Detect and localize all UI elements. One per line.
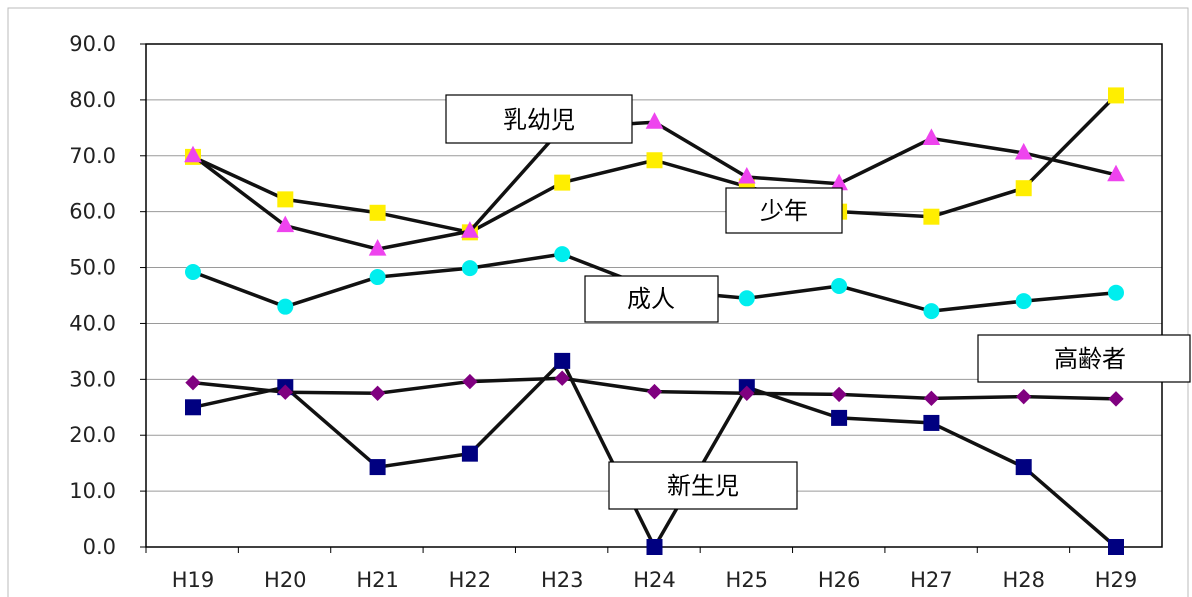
data-point xyxy=(1108,284,1124,301)
data-point xyxy=(1015,293,1032,310)
data-point xyxy=(369,204,386,221)
data-point xyxy=(831,277,848,294)
label-seijin-text: 成人 xyxy=(627,285,675,313)
data-point xyxy=(1015,459,1032,476)
data-point xyxy=(1015,180,1032,197)
x-axis: H19 H20 H21 H22 H23 H24 H25 H26 H27 H28 H29 xyxy=(145,547,1138,592)
x-tick-label: H26 xyxy=(818,568,861,592)
data-point xyxy=(922,128,941,145)
data-point xyxy=(646,539,663,555)
data-point xyxy=(277,191,294,208)
data-point xyxy=(554,174,571,191)
series-4 xyxy=(185,370,1124,407)
y-tick-label: 10.0 xyxy=(69,479,116,503)
data-point xyxy=(739,385,755,402)
x-tick-label: H23 xyxy=(541,568,584,592)
label-shonen: 少年 xyxy=(725,187,843,234)
data-point xyxy=(737,166,756,184)
x-tick-label: H29 xyxy=(1095,568,1138,592)
data-point xyxy=(831,409,848,426)
data-point xyxy=(831,386,847,403)
data-point xyxy=(185,264,201,281)
y-tick-label: 20.0 xyxy=(69,423,116,447)
data-point xyxy=(1014,142,1033,160)
label-seijin: 成人 xyxy=(584,275,719,323)
data-point xyxy=(554,370,570,386)
data-point xyxy=(184,145,202,163)
label-shinseiji-text: 新生児 xyxy=(667,472,739,500)
data-point xyxy=(369,269,386,286)
data-point xyxy=(646,383,663,400)
y-tick-label: 60.0 xyxy=(69,200,116,224)
data-point xyxy=(185,399,201,416)
y-tick-label: 70.0 xyxy=(69,144,116,168)
data-point xyxy=(1015,388,1032,405)
data-point xyxy=(923,390,940,407)
series-1 xyxy=(184,112,1125,256)
data-point xyxy=(923,414,940,431)
x-tick-label: H22 xyxy=(449,568,492,592)
y-tick-label: 30.0 xyxy=(69,367,116,391)
data-point xyxy=(1108,539,1124,555)
data-point xyxy=(554,246,571,263)
y-tick-label: 40.0 xyxy=(69,311,116,335)
data-point xyxy=(554,352,571,369)
label-koreisha: 高齢者 xyxy=(977,334,1191,383)
data-point xyxy=(185,374,201,391)
data-point xyxy=(1108,87,1124,104)
data-point xyxy=(461,260,478,277)
data-point xyxy=(277,298,294,315)
y-tick-label: 90.0 xyxy=(69,32,116,56)
label-nyuyoji: 乳幼児 xyxy=(445,94,633,144)
data-point xyxy=(276,215,295,233)
x-tick-label: H24 xyxy=(633,568,676,592)
y-axis: 0.0 10.0 20.0 30.0 40.0 50.0 60.0 70.0 80.0 90.0 xyxy=(69,32,146,559)
data-point xyxy=(369,459,386,476)
x-tick-label: H25 xyxy=(726,568,769,592)
data-point xyxy=(368,239,387,256)
data-point xyxy=(1108,391,1124,407)
data-point xyxy=(369,385,386,402)
x-tick-label: H19 xyxy=(172,568,215,592)
data-point xyxy=(738,290,755,307)
data-point xyxy=(461,445,478,462)
label-shinseiji: 新生児 xyxy=(608,461,798,510)
y-tick-label: 0.0 xyxy=(83,535,116,559)
data-point xyxy=(461,221,479,238)
y-tick-label: 80.0 xyxy=(69,88,116,112)
data-point xyxy=(646,152,663,169)
data-point xyxy=(645,112,664,129)
label-nyuyoji-text: 乳幼児 xyxy=(503,106,575,134)
data-point xyxy=(923,303,940,320)
x-tick-label: H28 xyxy=(1002,568,1045,592)
data-point xyxy=(1107,164,1125,182)
label-shonen-text: 少年 xyxy=(760,197,808,225)
x-tick-label: H21 xyxy=(356,568,399,592)
x-tick-label: H27 xyxy=(910,568,953,592)
x-tick-label: H20 xyxy=(264,568,307,592)
label-koreisha-text: 高齢者 xyxy=(1054,345,1126,373)
data-point xyxy=(277,384,294,400)
y-tick-label: 50.0 xyxy=(69,256,116,280)
data-point xyxy=(923,208,940,225)
data-point xyxy=(462,373,478,390)
